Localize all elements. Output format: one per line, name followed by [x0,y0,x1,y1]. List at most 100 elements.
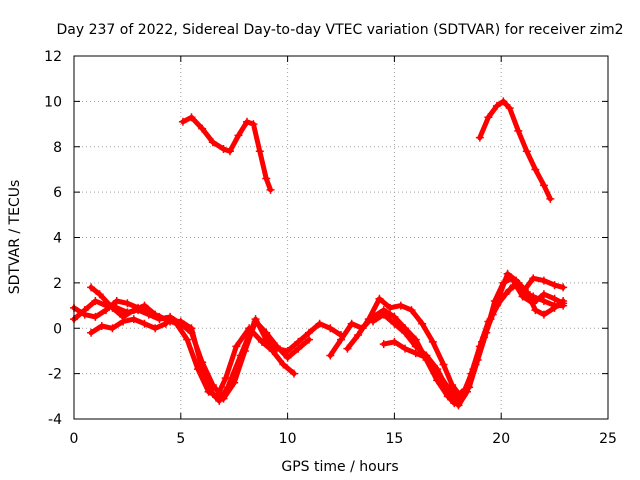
data-point-marker [390,312,399,321]
data-point-marker [503,269,512,278]
y-tick-label: 2 [53,276,62,292]
data-point-marker [215,396,224,405]
x-tick-label: 5 [176,431,185,447]
series-track-high-2 [475,97,555,203]
data-point-marker [531,165,540,174]
data-point-marker [219,394,228,403]
data-point-marker [531,306,540,315]
series-track-low-3 [87,283,299,401]
data-point-marker [433,367,442,376]
data-point-marker [243,117,252,126]
data-point-marker [208,380,217,389]
data-point-marker [187,113,196,122]
data-point-marker [272,342,281,351]
data-point-marker [460,385,469,394]
data-point-marker [492,101,501,110]
data-point-marker [255,147,264,156]
data-point-marker [520,285,529,294]
data-point-marker [208,138,217,147]
x-axis-label: GPS time / hours [281,459,398,475]
data-point-marker [512,276,521,285]
data-point-marker [257,337,266,346]
axis-ticks [73,55,609,420]
data-point-marker [178,117,187,126]
series-track-mid-4 [379,269,568,401]
data-point-marker [213,392,222,401]
data-point-marker [505,285,514,294]
data-point-marker [87,283,96,292]
y-tick-label: -2 [48,367,62,383]
data-point-marker [123,299,132,308]
data-point-marker [407,306,416,315]
data-point-marker [251,317,260,326]
data-point-marker [108,303,117,312]
data-point-marker [518,292,527,301]
data-point-marker [364,315,373,324]
data-point-marker [443,383,452,392]
data-point-marker [546,194,555,203]
series-trace [88,284,297,399]
chart-title: Day 237 of 2022, Sidereal Day-to-day VTE… [57,22,624,38]
data-point-marker [279,360,288,369]
data-point-marker [183,335,192,344]
data-point-marker [539,276,548,285]
grid-lines [74,56,608,419]
data-point-marker [140,319,149,328]
data-point-marker [401,328,410,337]
data-point-marker [386,303,395,312]
data-point-marker [475,133,484,142]
data-point-marker [559,297,568,306]
data-point-marker [225,147,234,156]
y-tick-label: 6 [53,185,62,201]
data-point-marker [283,346,292,355]
x-tick-labels: 0 5 10 15 20 25 [70,431,617,447]
data-point-marker [290,369,299,378]
data-point-marker [522,147,531,156]
data-point-marker [262,328,271,337]
x-tick-label: 0 [70,431,79,447]
data-point-marker [249,120,258,129]
data-point-marker [477,337,486,346]
data-point-marker [151,324,160,333]
data-point-marker [559,283,568,292]
data-point-marker [198,358,207,367]
x-tick-label: 25 [599,431,617,447]
data-point-marker [505,104,514,113]
data-point-marker [499,97,508,106]
data-point-marker [294,337,303,346]
data-point-marker [411,349,420,358]
data-point-marker [550,294,559,303]
data-point-marker [234,131,243,140]
data-point-marker [550,281,559,290]
plot-area [70,97,568,410]
data-point-marker [245,324,254,333]
data-point-marker [119,317,128,326]
data-point-marker [452,392,461,401]
data-point-marker [230,378,239,387]
data-point-marker [379,310,388,319]
data-point-marker [140,301,149,310]
y-tick-label: 10 [44,94,62,110]
y-axis-label: SDTVAR / TECUs [7,180,23,295]
data-point-marker [337,335,345,344]
data-point-marker [484,113,493,122]
data-point-marker [439,360,448,369]
data-point-marker [369,317,378,326]
data-point-marker [219,145,228,154]
series-track-low-4 [87,315,170,337]
data-point-marker [232,342,241,351]
data-point-marker [326,324,335,333]
data-point-marker [486,315,495,324]
data-point-marker [129,306,138,315]
y-tick-label: -4 [48,412,62,428]
data-point-marker [262,174,271,183]
x-tick-label: 10 [279,431,297,447]
data-point-marker [204,387,213,396]
data-point-marker [91,312,100,321]
data-point-marker [315,319,324,328]
data-point-marker [448,380,457,389]
data-point-marker [112,297,121,306]
series-trace [477,98,553,202]
data-point-marker [304,335,313,344]
